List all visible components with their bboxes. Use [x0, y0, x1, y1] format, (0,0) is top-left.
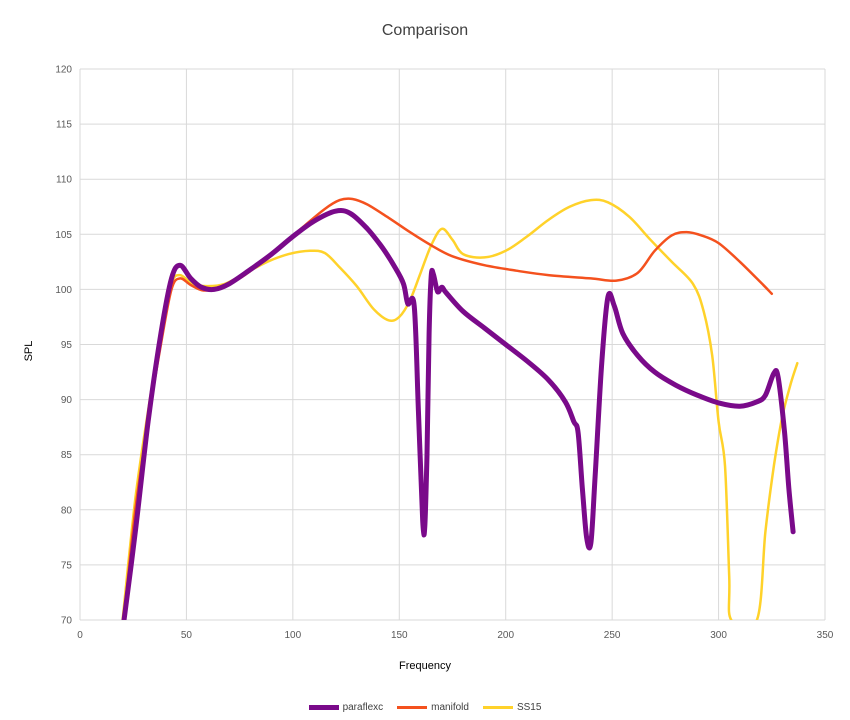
y-axis-label: SPL — [23, 340, 35, 362]
x-tick-label: 0 — [77, 630, 83, 641]
y-tick-label: 95 — [61, 340, 73, 351]
y-tick-label: 80 — [61, 505, 73, 516]
y-tick-label: 110 — [56, 175, 72, 186]
legend-label: paraflexc — [342, 702, 384, 713]
y-tick-label: 85 — [61, 450, 73, 461]
legend-item-paraflexc: paraflexc — [308, 702, 384, 713]
y-tick-label: 90 — [61, 395, 73, 406]
legend-swatch — [308, 705, 339, 710]
x-axis-label: Frequency — [399, 660, 451, 672]
x-tick-label: 50 — [181, 630, 193, 641]
legend-item-manifold: manifold — [397, 702, 469, 713]
series-line-manifold — [122, 197, 774, 620]
series-line-ss15 — [121, 198, 799, 620]
x-tick-label: 350 — [817, 630, 834, 641]
legend-label: SS15 — [516, 702, 542, 713]
series-line-paraflexc — [121, 208, 796, 620]
x-tick-label: 300 — [710, 630, 727, 641]
chart-title: Comparison — [381, 22, 469, 39]
y-tick-label: 105 — [55, 230, 72, 241]
legend-item-ss15: SS15 — [482, 702, 542, 713]
legend: paraflexc manifold SS15 — [0, 702, 850, 713]
y-tick-label: 70 — [61, 616, 73, 627]
legend-label: manifold — [431, 702, 469, 713]
x-tick-label: 150 — [391, 630, 408, 641]
y-tick-label: 115 — [56, 120, 72, 131]
x-tick-label: 200 — [497, 630, 514, 641]
y-tick-label: 120 — [55, 65, 72, 76]
y-tick-label: 75 — [61, 560, 73, 571]
y-tick-label: 100 — [55, 285, 72, 296]
x-tick-label: 100 — [285, 630, 302, 641]
x-tick-label: 250 — [604, 630, 621, 641]
legend-swatch — [397, 706, 428, 709]
legend-swatch — [482, 706, 513, 709]
